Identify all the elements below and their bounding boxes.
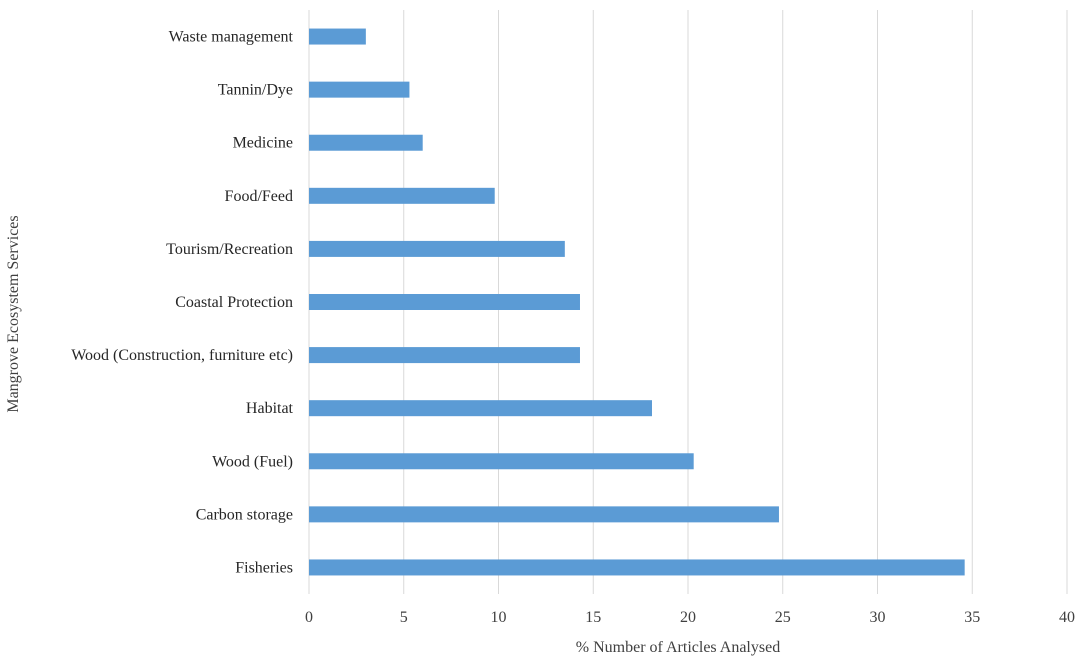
x-axis-title: % Number of Articles Analysed (576, 639, 780, 656)
x-tick-label: 25 (775, 609, 791, 626)
bar-habitat (309, 400, 652, 417)
category-label: Medicine (233, 135, 293, 152)
x-tick-label: 0 (305, 609, 313, 626)
bar-tannin-dye (309, 81, 410, 98)
x-tick-label: 5 (400, 609, 408, 626)
category-label: Carbon storage (196, 506, 293, 523)
x-tick-labels: 0 5 10 15 20 25 30 35 40 (305, 609, 1075, 626)
bar-coastal-protection (309, 294, 580, 310)
category-label: Food/Feed (225, 188, 293, 205)
category-label: Coastal Protection (175, 294, 293, 311)
category-label: Tourism/Recreation (166, 241, 293, 258)
bar-waste-management (309, 28, 366, 45)
category-label: Wood (Construction, furniture etc) (71, 347, 293, 364)
category-labels: Fisheries Carbon storage Wood (Fuel) Habita… (71, 29, 293, 577)
category-label: Habitat (246, 400, 294, 417)
category-label: Wood (Fuel) (212, 453, 293, 470)
x-tick-label: 20 (680, 609, 696, 626)
bars (309, 28, 965, 576)
bar-fisheries (309, 559, 965, 576)
category-label: Tannin/Dye (218, 82, 293, 99)
bar-food-feed (309, 187, 495, 204)
x-tick-label: 40 (1059, 609, 1075, 626)
bar-wood-construction-furniture-etc (309, 347, 580, 364)
category-label: Fisheries (235, 559, 293, 576)
bar-medicine (309, 134, 423, 151)
x-tick-label: 15 (585, 609, 601, 626)
x-tick-label: 30 (870, 609, 886, 626)
grid-lines (308, 10, 1068, 594)
bar-wood-fuel (309, 453, 694, 470)
bar-carbon-storage (309, 506, 779, 523)
x-tick-label: 10 (491, 609, 507, 626)
category-label: Waste management (169, 29, 294, 46)
bar-tourism-recreation (309, 240, 565, 257)
y-axis-title: Mangrove Ecosystem Services (5, 215, 22, 412)
x-tick-label: 35 (964, 609, 980, 626)
